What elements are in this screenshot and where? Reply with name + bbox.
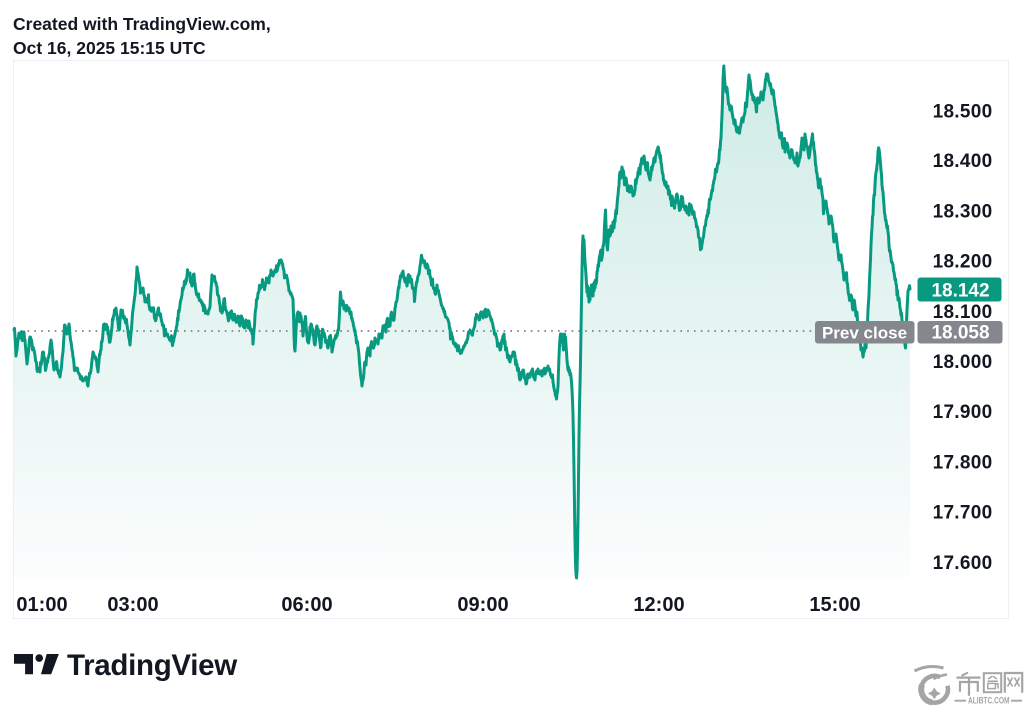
svg-text:ALIBTC.COM: ALIBTC.COM — [968, 696, 1010, 706]
svg-text:09:00: 09:00 — [457, 594, 508, 616]
svg-text:Created with TradingView.com,: Created with TradingView.com, — [13, 14, 271, 34]
svg-text:18.300: 18.300 — [933, 201, 993, 222]
svg-text:Prev close: Prev close — [822, 324, 907, 343]
svg-text:01:00: 01:00 — [16, 594, 67, 616]
svg-text:18.058: 18.058 — [931, 323, 989, 344]
svg-text:Oct 16, 2025 15:15 UTC: Oct 16, 2025 15:15 UTC — [13, 38, 206, 58]
svg-text:18.100: 18.100 — [933, 302, 993, 323]
svg-text:17.600: 17.600 — [933, 553, 993, 574]
svg-text:03:00: 03:00 — [107, 594, 158, 616]
svg-text:TradingView: TradingView — [67, 649, 237, 682]
svg-text:18.000: 18.000 — [933, 352, 993, 373]
svg-text:17.900: 17.900 — [933, 402, 993, 423]
svg-text:12:00: 12:00 — [633, 594, 684, 616]
svg-text:17.700: 17.700 — [933, 503, 993, 524]
svg-text:18.500: 18.500 — [933, 102, 993, 123]
svg-text:15:00: 15:00 — [809, 594, 860, 616]
svg-text:18.142: 18.142 — [931, 281, 989, 302]
svg-text:06:00: 06:00 — [281, 594, 332, 616]
svg-text:17.800: 17.800 — [933, 452, 993, 473]
svg-text:18.200: 18.200 — [933, 252, 993, 273]
svg-text:18.400: 18.400 — [933, 151, 993, 172]
